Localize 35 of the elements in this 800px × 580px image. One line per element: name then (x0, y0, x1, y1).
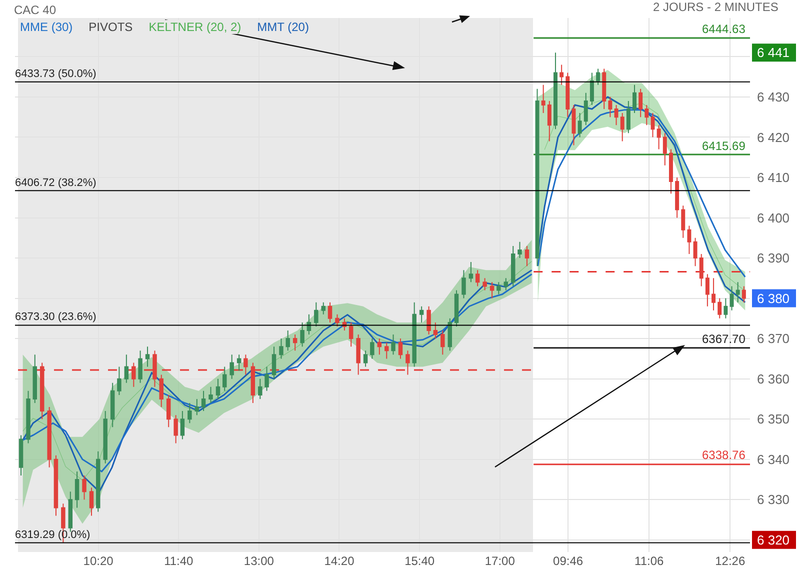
y-tick-label: 6 350 (757, 412, 790, 427)
y2-tick-label: 6 441 (757, 45, 790, 60)
x-tick-label: 11:40 (164, 554, 194, 568)
y2-tick-label: 6 320 (757, 532, 790, 548)
x-tick-label: 15:40 (404, 554, 435, 568)
y-tick-label: 6 330 (757, 492, 790, 508)
y-tick-label: 6 400 (757, 210, 790, 226)
x-tick-label: 10:20 (83, 554, 114, 568)
x-tick-label: 12:26 (715, 554, 746, 568)
x-tick-label: 14:20 (324, 554, 355, 568)
x-tick-label: 11:06 (634, 554, 664, 568)
y-tick-label: 6 430 (757, 89, 790, 104)
text: MMT (20) (257, 20, 309, 34)
text: MME (30) (20, 20, 73, 34)
series-label: 6367.70 (702, 332, 746, 346)
chart-title: CAC 40 (14, 3, 56, 18)
x-tick-label: 13:00 (244, 554, 274, 568)
ref-line-label: 6373.30 (23.6%) (15, 311, 96, 323)
chart-subtitle: 2 JOURS - 2 MINUTES (653, 0, 778, 14)
x-tick-label: 17:00 (484, 554, 516, 568)
series-label: 6338.76 (702, 448, 746, 462)
annotation: PIVOTS (88, 20, 133, 34)
y-tick-label: 6 390 (757, 250, 790, 266)
y-tick-label: 6 420 (757, 130, 790, 145)
x-tick-label: 09:46 (553, 554, 584, 568)
ref-line-label: 6406.72 (38.2%) (15, 177, 96, 189)
y2-tick-label: 6 380 (757, 290, 790, 306)
y-tick-label: 6 370 (757, 331, 790, 346)
series-label: 6444.63 (702, 22, 746, 36)
y-tick-label: 6 340 (757, 452, 790, 467)
series-label: 6415.69 (702, 139, 746, 153)
ref-line-label: 6433.73 (50.0%) (15, 68, 96, 80)
y-tick-label: 6 360 (757, 371, 790, 386)
y-tick-label: 6 410 (757, 170, 790, 186)
text: KELTNER (20, 2) (148, 20, 242, 34)
